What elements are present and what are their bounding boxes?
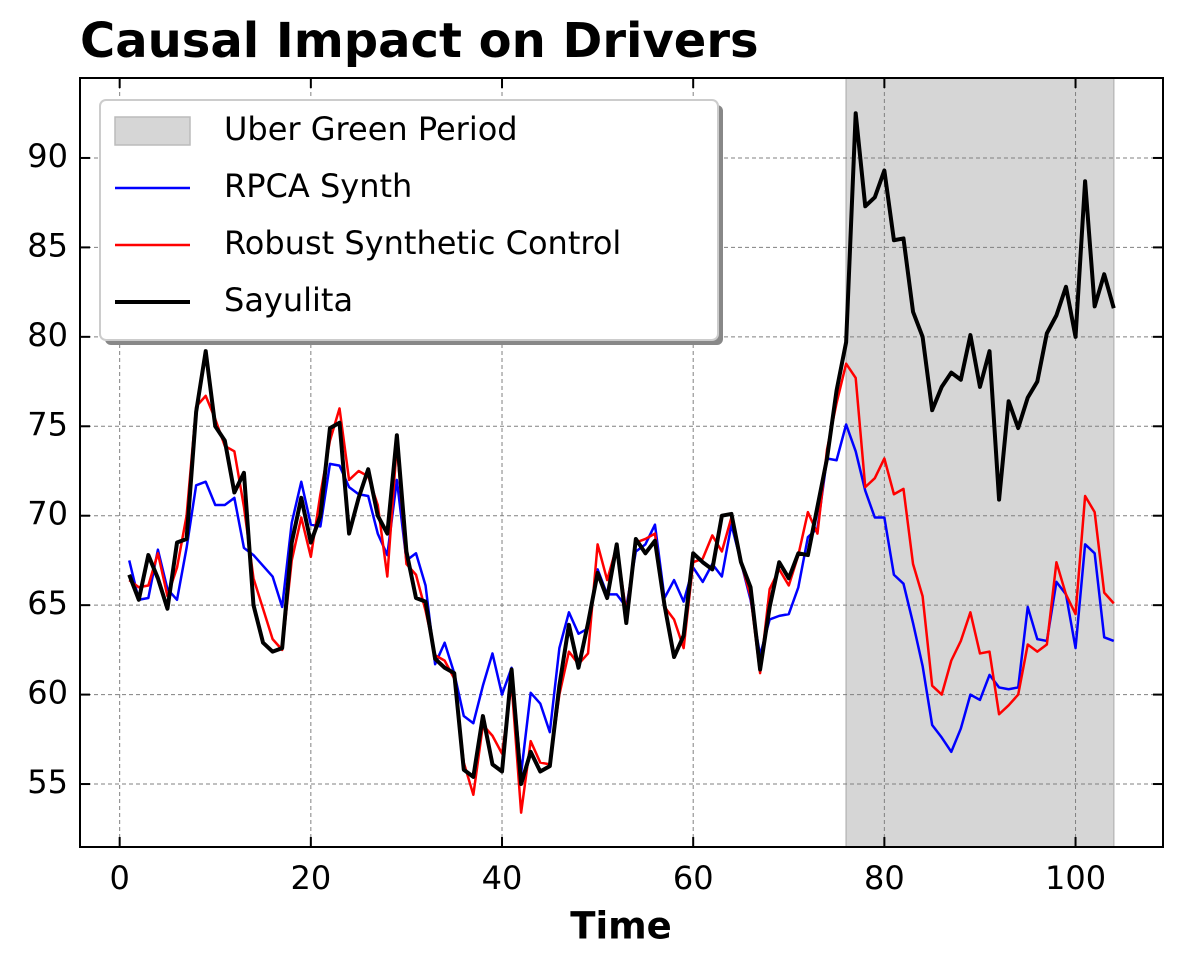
series-line (127, 111, 1116, 787)
x-tick-label: 0 (109, 859, 129, 897)
x-axis-label: Time (570, 905, 672, 948)
y-tick-label: 75 (27, 405, 68, 443)
series-line (128, 423, 1115, 775)
x-tick-label: 60 (673, 859, 714, 897)
chart-title: Causal Impact on Drivers (80, 13, 759, 69)
y-tick-label: 55 (27, 763, 68, 801)
legend-label: Robust Synthetic Control (224, 224, 621, 262)
legend-label: Uber Green Period (224, 110, 518, 148)
y-tick-label: 60 (27, 674, 68, 712)
legend-label: Sayulita (224, 281, 353, 319)
legend-box (99, 99, 719, 341)
y-tick-label: 85 (27, 226, 68, 264)
y-tick-label: 70 (27, 495, 68, 533)
x-tick-label: 20 (290, 859, 331, 897)
x-tick-label: 80 (864, 859, 905, 897)
y-tick-label: 80 (27, 316, 68, 354)
y-tick-label: 65 (27, 584, 68, 622)
y-tick-label: 90 (27, 137, 68, 175)
x-tick-label: 100 (1045, 859, 1106, 897)
legend-swatch (114, 116, 191, 146)
x-tick-label: 40 (482, 859, 523, 897)
legend-label: RPCA Synth (224, 167, 412, 205)
plot-frame (79, 77, 1164, 848)
